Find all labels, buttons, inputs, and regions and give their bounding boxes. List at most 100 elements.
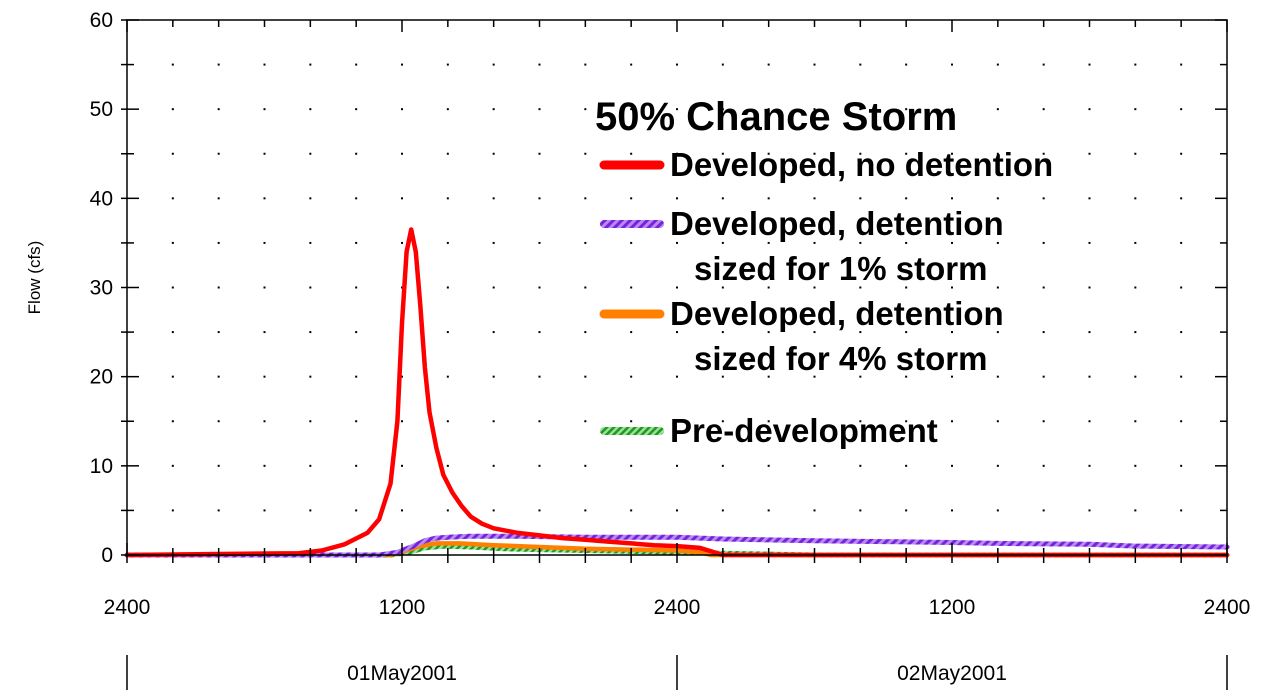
grid-dot [1088, 63, 1091, 66]
grid-dot [171, 464, 174, 467]
grid-dot [676, 63, 678, 66]
grid-dot [859, 375, 862, 378]
grid-dot [401, 464, 403, 467]
grid-dot [263, 108, 266, 111]
grid-dot [217, 63, 220, 66]
y-tick-label: 10 [90, 455, 113, 478]
grid-dot [996, 375, 999, 378]
grid-dot [309, 197, 312, 200]
grid-dot [355, 286, 358, 289]
grid-dot [813, 241, 816, 244]
grid-dot [951, 420, 953, 423]
grid-dot [676, 464, 678, 467]
grid-dot [1088, 241, 1091, 244]
grid-dot [217, 152, 220, 155]
grid-dot [492, 108, 495, 111]
x-tick-label: 2400 [1204, 596, 1251, 619]
legend-label: sized for 4% storm [694, 340, 987, 377]
grid-dot [676, 509, 678, 512]
grid-dot [767, 241, 770, 244]
grid-dot [355, 152, 358, 155]
grid-dot [1042, 509, 1045, 512]
grid-dot [1134, 152, 1137, 155]
grid-dot [1180, 509, 1183, 512]
grid-dot [905, 464, 908, 467]
grid-dot [217, 108, 220, 111]
x-tick-label: 2400 [104, 596, 151, 619]
grid-dot [584, 241, 587, 244]
grid-dot [1042, 63, 1045, 66]
grid-dot [446, 108, 449, 111]
grid-dot [309, 241, 312, 244]
grid-dot [905, 63, 908, 66]
grid-dot [1042, 286, 1045, 289]
grid-dot [996, 509, 999, 512]
grid-dot [630, 152, 633, 155]
y-tick-label: 0 [101, 544, 113, 567]
grid-dot [171, 375, 174, 378]
grid-dot [630, 197, 633, 200]
grid-dot [1042, 108, 1045, 111]
grid-dot [217, 241, 220, 244]
y-tick-label: 50 [90, 98, 113, 121]
grid-dot [951, 509, 953, 512]
grid-dot [767, 152, 770, 155]
grid-dot [1042, 152, 1045, 155]
grid-dot [630, 464, 633, 467]
grid-dot [263, 63, 266, 66]
grid-dot [951, 331, 953, 334]
grid-dot [217, 375, 220, 378]
grid-dot [1134, 63, 1137, 66]
grid-dot [171, 108, 174, 111]
grid-dot [355, 375, 358, 378]
grid-dot [813, 464, 816, 467]
grid-dot [355, 331, 358, 334]
grid-dot [721, 241, 724, 244]
series-lines [124, 227, 1230, 558]
grid-dot [309, 464, 312, 467]
grid-dot [676, 241, 678, 244]
grid-dot [217, 286, 220, 289]
grid-dot [996, 331, 999, 334]
grid-dot [951, 464, 953, 467]
grid-dot [813, 509, 816, 512]
grid-dot [309, 509, 312, 512]
grid-dot [309, 375, 312, 378]
grid-dot [676, 152, 678, 155]
grid-dot [676, 331, 678, 334]
grid-dot [951, 108, 953, 111]
grid-dot [355, 108, 358, 111]
legend-label: sized for 1% storm [694, 250, 987, 287]
grid-dot [859, 420, 862, 423]
grid-dot [1180, 375, 1183, 378]
grid-dot [492, 197, 495, 200]
grid-dot [951, 375, 953, 378]
x-tick-label: 2400 [654, 596, 701, 619]
grid-dot [309, 286, 312, 289]
grid-dot [446, 286, 449, 289]
grid-dot [996, 63, 999, 66]
grid-dot [263, 331, 266, 334]
grid-dot [401, 286, 403, 289]
grid-dot [492, 375, 495, 378]
legend-label: Developed, no detention [670, 146, 1053, 183]
grid-dot [1180, 63, 1183, 66]
grid-dot [1134, 197, 1137, 200]
grid-dot [446, 63, 449, 66]
grid-dot [1180, 464, 1183, 467]
grid-dot [630, 108, 633, 111]
date-band-label: 01May2001 [347, 662, 457, 685]
grid-dot [767, 420, 770, 423]
grid-dot [401, 197, 403, 200]
grid-dot [859, 197, 862, 200]
grid-dot [859, 63, 862, 66]
grid-dot [996, 286, 999, 289]
grid-dot [767, 197, 770, 200]
grid-dot [538, 331, 541, 334]
series-line-0 [124, 227, 1230, 558]
grid-dot [951, 286, 953, 289]
grid-dot [1088, 197, 1091, 200]
grid-dot [401, 509, 403, 512]
grid-dot [905, 286, 908, 289]
